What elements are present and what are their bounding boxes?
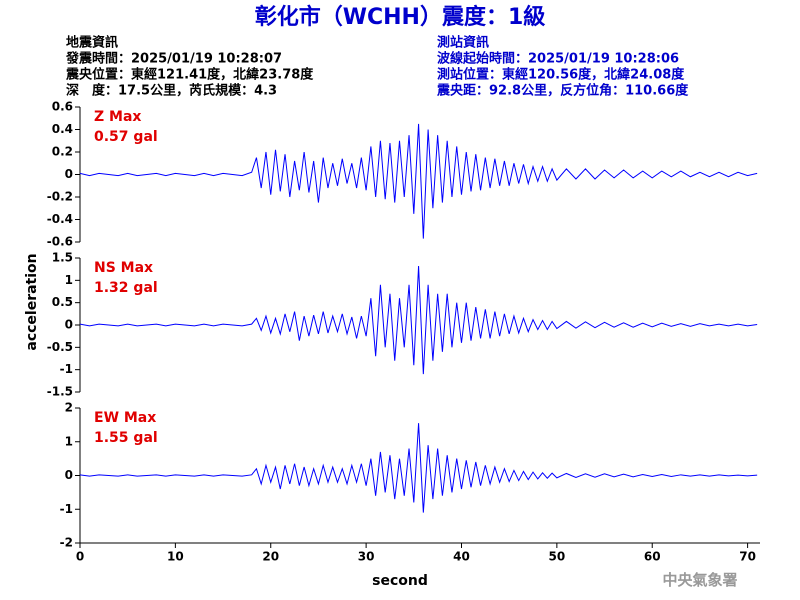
x-tick-label: 0 [76, 550, 84, 564]
x-tick-label: 70 [739, 550, 756, 564]
y-tick-label: 1.5 [52, 251, 73, 265]
event-info: 深 度：17.5公里，芮氏規模：4.3 [66, 83, 277, 99]
component-name: EW Max [94, 410, 156, 426]
y-axis-label: acceleration [24, 253, 40, 350]
waveform [79, 266, 758, 375]
watermark: 中央氣象署 [662, 571, 737, 589]
y-tick-label: -0.6 [47, 235, 73, 249]
y-tick-label: -1 [60, 362, 73, 376]
x-tick-label: 40 [453, 550, 470, 564]
component-max: 1.32 gal [94, 280, 158, 296]
title: 彰化市（WCHH）震度：1級 [255, 4, 546, 30]
station-info: 測站資訊 [437, 35, 489, 51]
y-tick-label: -1.5 [47, 385, 73, 399]
waveform [79, 123, 758, 239]
y-tick-label: -2 [60, 536, 73, 550]
x-axis-label: second [372, 573, 428, 589]
y-tick-label: -0.5 [47, 340, 73, 354]
y-tick-label: 0 [65, 318, 73, 332]
y-tick-label: 1 [65, 434, 73, 448]
y-tick-label: 0.2 [52, 145, 73, 159]
event-info: 發震時間：2025/01/19 10:28:07 [65, 51, 282, 67]
station-info: 測站位置：東經120.56度，北緯24.08度 [437, 67, 685, 83]
component-name: Z Max [94, 109, 141, 125]
y-tick-label: -0.4 [47, 212, 73, 226]
component-max: 1.55 gal [94, 430, 158, 446]
component-name: NS Max [94, 260, 153, 276]
station-info: 震央距：92.8公里，反方位角：110.66度 [436, 83, 689, 99]
y-tick-label: -1 [60, 502, 73, 516]
y-tick-label: 2 [65, 401, 73, 415]
y-tick-label: 0.4 [52, 122, 73, 136]
x-tick-label: 60 [644, 550, 661, 564]
y-tick-label: -0.2 [47, 190, 73, 204]
y-tick-label: 0 [65, 167, 73, 181]
component-max: 0.57 gal [94, 129, 158, 145]
y-tick-label: 0.6 [52, 100, 73, 114]
y-tick-label: 0 [65, 468, 73, 482]
y-tick-label: 0.5 [52, 295, 73, 309]
event-info: 地震資訊 [66, 35, 118, 51]
x-tick-label: 50 [549, 550, 566, 564]
x-tick-label: 20 [262, 550, 279, 564]
waveform [79, 423, 758, 513]
x-tick-label: 10 [167, 550, 184, 564]
x-tick-label: 30 [358, 550, 375, 564]
station-info: 波線起始時間：2025/01/19 10:28:06 [437, 51, 679, 67]
event-info: 震央位置：東經121.41度，北緯23.78度 [65, 67, 314, 83]
y-tick-label: 1 [65, 273, 73, 287]
